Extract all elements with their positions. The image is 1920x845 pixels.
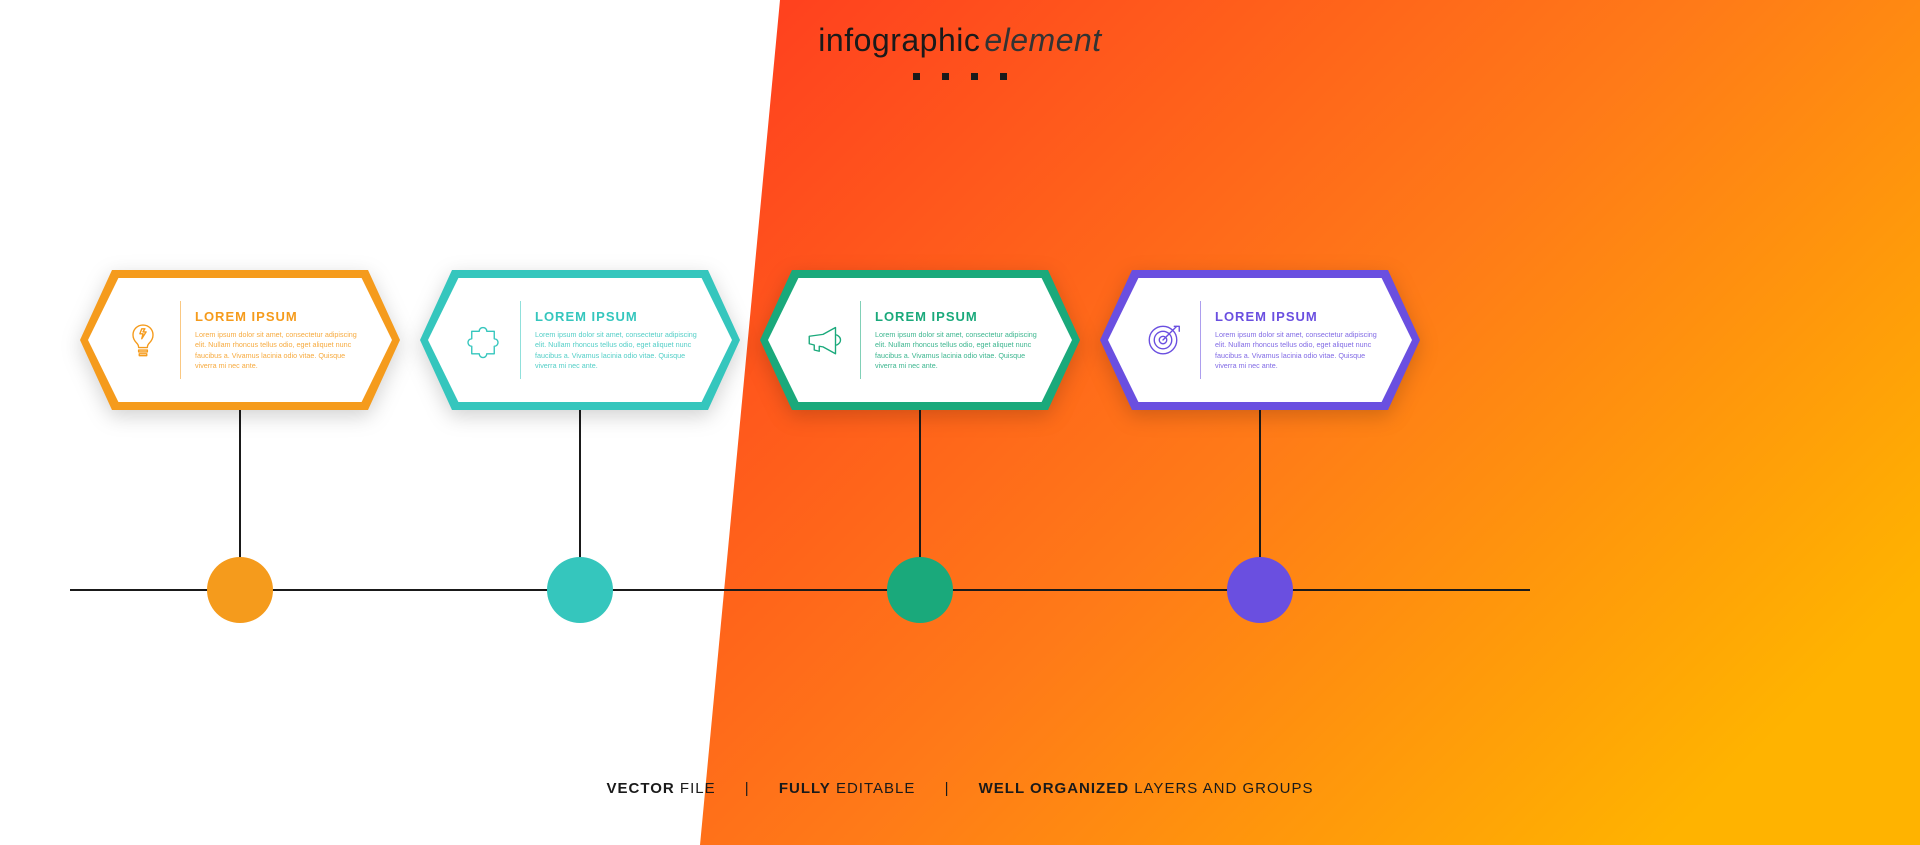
card-description: Lorem ipsum dolor sit amet, consectetur … <box>195 330 358 372</box>
target-icon <box>1136 320 1190 360</box>
header-dot <box>971 73 978 80</box>
step-card: LOREM IPSUM Lorem ipsum dolor sit amet, c… <box>760 270 1080 410</box>
header-dot <box>1000 73 1007 80</box>
card-description: Lorem ipsum dolor sit amet, consectetur … <box>535 330 698 372</box>
header-dots <box>0 73 1920 80</box>
timeline-node <box>207 557 273 623</box>
card-title: LOREM IPSUM <box>875 309 1038 324</box>
card-title: LOREM IPSUM <box>1215 309 1378 324</box>
page-title: infographicelement <box>0 22 1920 59</box>
card-title: LOREM IPSUM <box>195 309 358 324</box>
puzzle-icon <box>456 320 510 360</box>
footer-seg2-light: EDITABLE <box>836 780 915 797</box>
timeline-axis <box>70 589 1530 591</box>
title-word-2: element <box>984 22 1101 58</box>
card-content: LOREM IPSUM Lorem ipsum dolor sit amet, c… <box>768 278 1072 402</box>
card-description: Lorem ipsum dolor sit amet, consectetur … <box>1215 330 1378 372</box>
timeline-node <box>547 557 613 623</box>
footer-sep-1: | <box>745 780 750 797</box>
card-divider <box>1200 301 1201 379</box>
card-divider <box>520 301 521 379</box>
header-dot <box>942 73 949 80</box>
card-divider <box>860 301 861 379</box>
card-text: LOREM IPSUM Lorem ipsum dolor sit amet, c… <box>875 309 1038 372</box>
step-card: LOREM IPSUM Lorem ipsum dolor sit amet, c… <box>1100 270 1420 410</box>
step-card: LOREM IPSUM Lorem ipsum dolor sit amet, c… <box>420 270 740 410</box>
footer-seg1-light: FILE <box>680 780 716 797</box>
card-description: Lorem ipsum dolor sit amet, consectetur … <box>875 330 1038 372</box>
card-content: LOREM IPSUM Lorem ipsum dolor sit amet, c… <box>88 278 392 402</box>
footer-seg1-bold: VECTOR <box>607 780 675 797</box>
header-dot <box>913 73 920 80</box>
lightbulb-icon <box>116 320 170 360</box>
card-divider <box>180 301 181 379</box>
footer-sep-2: | <box>945 780 950 797</box>
card-content: LOREM IPSUM Lorem ipsum dolor sit amet, c… <box>428 278 732 402</box>
title-word-1: infographic <box>818 22 980 58</box>
megaphone-icon <box>796 320 850 360</box>
card-text: LOREM IPSUM Lorem ipsum dolor sit amet, c… <box>535 309 698 372</box>
timeline-node <box>887 557 953 623</box>
footer-seg2-bold: FULLY <box>779 780 831 797</box>
step-card: LOREM IPSUM Lorem ipsum dolor sit amet, c… <box>80 270 400 410</box>
timeline-node <box>1227 557 1293 623</box>
card-content: LOREM IPSUM Lorem ipsum dolor sit amet, c… <box>1108 278 1412 402</box>
infographic-canvas: infographicelement LOREM IPSUM Lorem ipsu… <box>0 0 1920 845</box>
footer-caption: VECTOR FILE | FULLY EDITABLE | WELL ORGA… <box>0 780 1920 797</box>
card-title: LOREM IPSUM <box>535 309 698 324</box>
card-text: LOREM IPSUM Lorem ipsum dolor sit amet, c… <box>195 309 358 372</box>
header: infographicelement <box>0 22 1920 80</box>
card-text: LOREM IPSUM Lorem ipsum dolor sit amet, c… <box>1215 309 1378 372</box>
background-gradient <box>0 0 1920 845</box>
footer-seg3-bold: WELL ORGANIZED <box>979 780 1129 797</box>
footer-seg3-light: LAYERS AND GROUPS <box>1134 780 1313 797</box>
